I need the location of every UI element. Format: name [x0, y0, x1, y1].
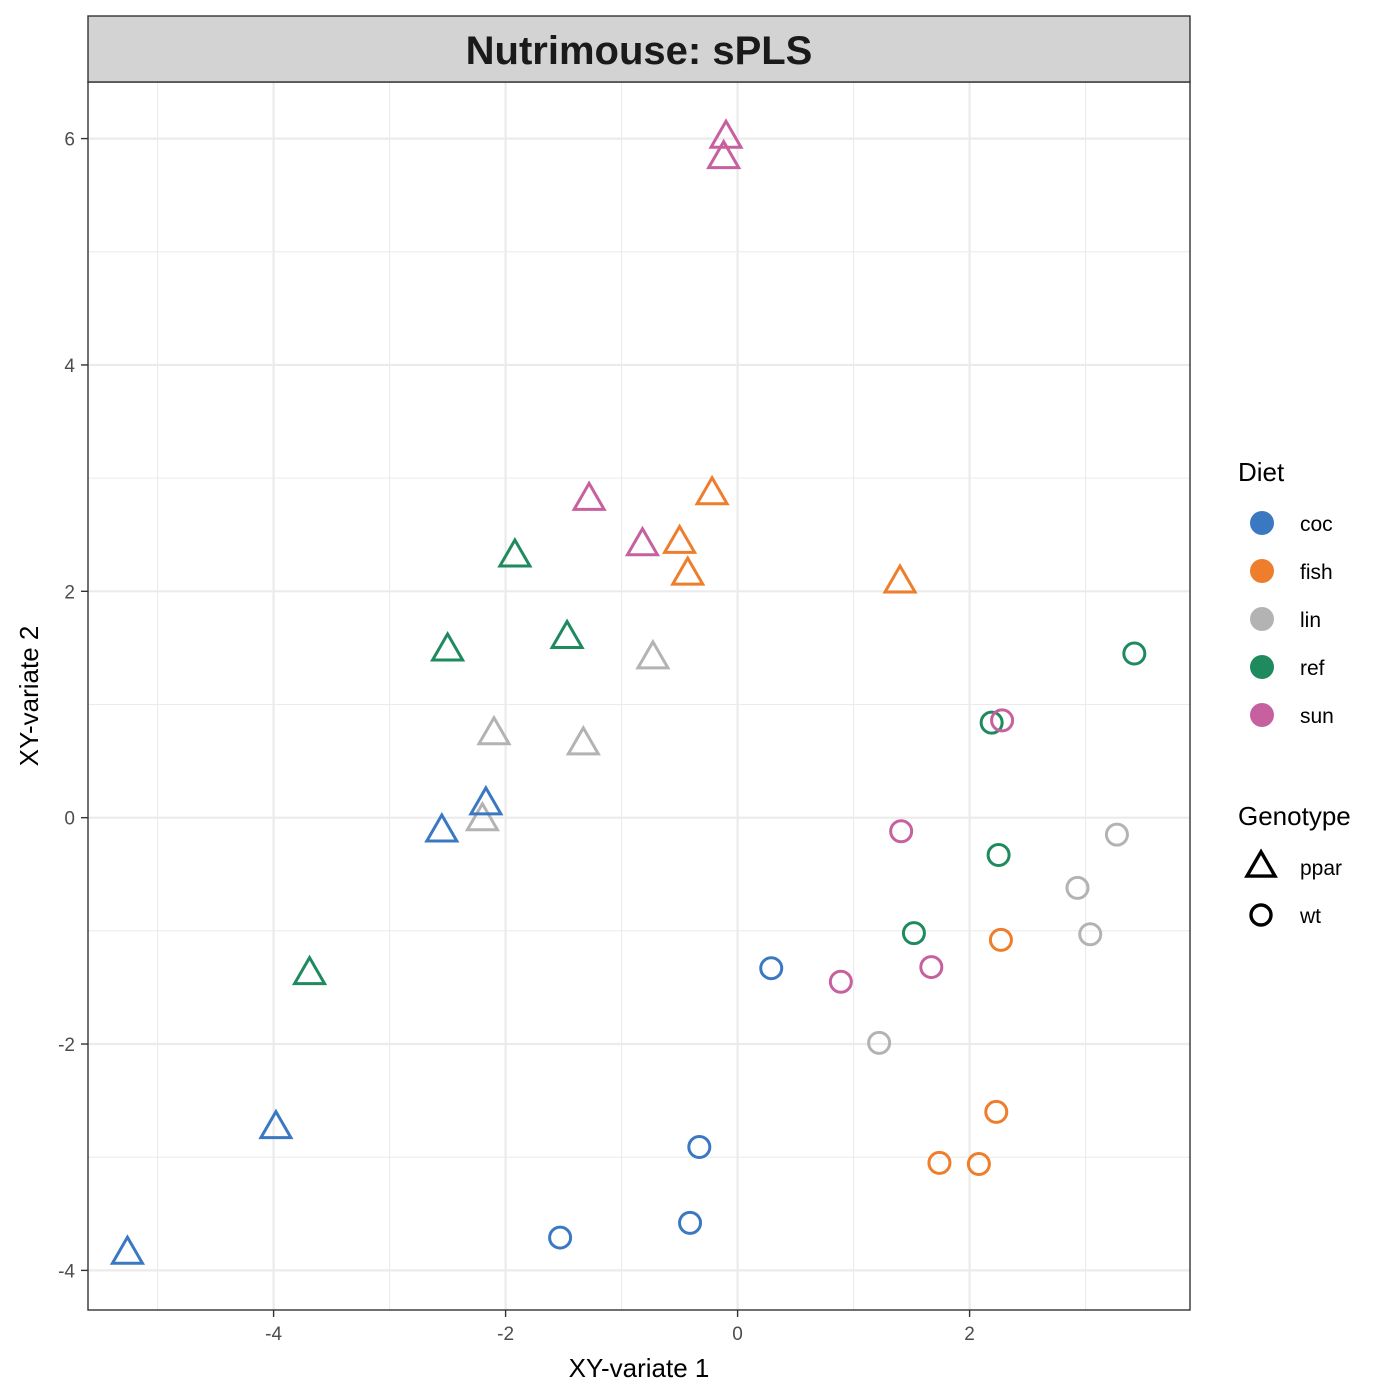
- x-axis-title: XY-variate 1: [569, 1353, 710, 1383]
- point-ref-wt: [1122, 641, 1147, 666]
- legend-label-fish: fish: [1300, 561, 1333, 584]
- legend-label-coc: coc: [1300, 513, 1333, 536]
- point-coc-ppar: [468, 784, 504, 816]
- point-ref-ppar: [497, 537, 533, 568]
- legend-swatch-ref: [1250, 655, 1274, 679]
- point-lin-wt: [1065, 875, 1090, 900]
- legend-title-diet: Diet: [1238, 457, 1285, 487]
- point-fish-ppar: [662, 523, 698, 554]
- y-tick-label: 6: [64, 130, 75, 151]
- point-sun-ppar: [706, 138, 742, 170]
- point-ref-wt: [901, 921, 926, 946]
- axes: -4 -2 0 2 -4 -2 0 2 4 6: [58, 130, 975, 1345]
- y-tick-label: -4: [58, 1261, 75, 1282]
- y-tick-label: 0: [64, 809, 75, 830]
- legend-swatch-sun: [1250, 703, 1274, 727]
- point-fish-wt: [966, 1151, 991, 1176]
- point-coc-wt: [678, 1210, 703, 1235]
- title-strip-background: [87, 15, 1191, 83]
- point-fish-ppar: [882, 563, 918, 594]
- legend-title-genotype: Genotype: [1238, 801, 1351, 831]
- legend-label-ref: ref: [1300, 657, 1325, 680]
- point-coc-wt: [759, 956, 784, 981]
- point-lin-ppar: [464, 800, 500, 832]
- legend: Diet Genotype coc fish lin ref sun ppar wt: [1238, 457, 1351, 928]
- point-fish-ppar: [670, 555, 706, 586]
- point-coc-ppar: [424, 812, 460, 843]
- data-points: [109, 118, 1147, 1265]
- point-fish-wt: [984, 1099, 1009, 1124]
- y-tick-label: 2: [64, 582, 75, 603]
- point-ref-ppar: [291, 954, 328, 986]
- point-ref-ppar: [549, 618, 585, 649]
- x-tick-label: -4: [265, 1324, 282, 1345]
- point-fish-wt: [988, 927, 1013, 952]
- point-lin-ppar: [635, 638, 671, 670]
- point-lin-ppar: [476, 714, 512, 746]
- legend-swatch-lin: [1250, 607, 1274, 631]
- point-sun-wt: [889, 819, 914, 844]
- x-tick-label: -2: [497, 1324, 514, 1345]
- chart-title: Nutrimouse: sPLS: [466, 29, 813, 73]
- legend-shape-ppar: [1244, 848, 1278, 878]
- point-ref-wt: [986, 843, 1011, 868]
- point-fish-ppar: [694, 474, 730, 506]
- point-coc-wt: [687, 1135, 712, 1160]
- point-sun-ppar: [624, 525, 661, 557]
- point-lin-wt: [1104, 822, 1129, 847]
- point-sun-wt: [990, 708, 1015, 733]
- y-tick-label: 4: [64, 356, 75, 377]
- point-ref-ppar: [430, 630, 466, 662]
- point-sun-wt: [828, 969, 853, 994]
- point-lin-wt: [1078, 922, 1103, 947]
- grid: [88, 82, 1190, 1310]
- legend-label-sun: sun: [1300, 705, 1334, 728]
- point-coc-ppar: [258, 1108, 294, 1140]
- legend-shape-wt: [1249, 903, 1273, 927]
- title-strip: Nutrimouse: sPLS: [87, 15, 1191, 83]
- point-sun-wt: [919, 955, 944, 980]
- point-sun-ppar: [571, 480, 607, 511]
- y-axis-title: XY-variate 2: [14, 626, 44, 767]
- y-tick-label: -2: [58, 1035, 75, 1056]
- point-ref-wt: [979, 710, 1004, 735]
- legend-swatch-coc: [1250, 511, 1274, 535]
- point-fish-wt: [927, 1150, 952, 1175]
- point-lin-ppar: [565, 724, 601, 756]
- point-coc-wt: [548, 1225, 573, 1250]
- legend-label-wt: wt: [1299, 905, 1321, 928]
- legend-swatch-fish: [1250, 559, 1274, 583]
- x-tick-label: 2: [964, 1324, 975, 1345]
- point-lin-wt: [867, 1030, 892, 1055]
- point-coc-ppar: [109, 1234, 146, 1265]
- legend-label-ppar: ppar: [1300, 857, 1342, 880]
- legend-label-lin: lin: [1300, 609, 1321, 632]
- x-tick-label: 0: [732, 1324, 743, 1345]
